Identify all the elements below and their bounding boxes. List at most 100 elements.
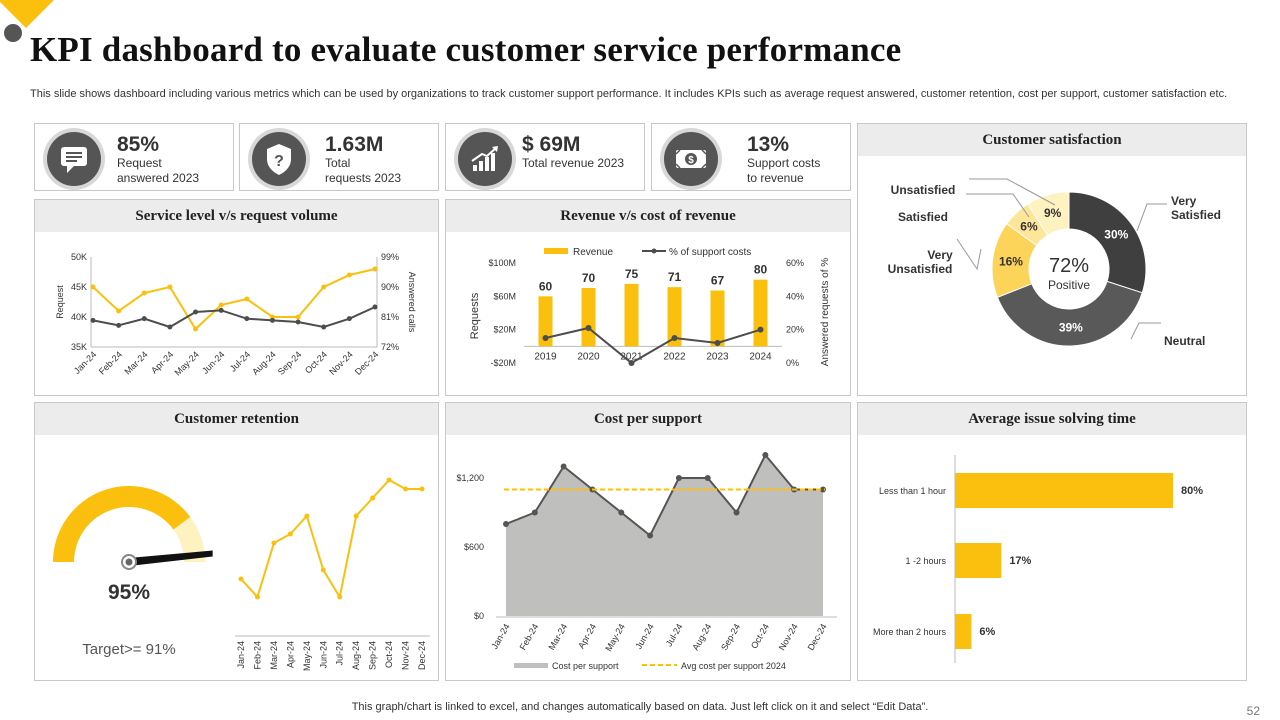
x-tick-label: Feb-24 bbox=[252, 641, 262, 670]
x-tick-label: Nov-24 bbox=[401, 641, 411, 670]
revenue-bar bbox=[753, 279, 768, 347]
revenue-bar bbox=[624, 283, 639, 347]
revenue-chart: Revenue % of support costs -$20M $20M $60M $1… bbox=[469, 247, 831, 368]
cost-point bbox=[560, 463, 567, 470]
data-point bbox=[90, 317, 96, 323]
cost-support-panel: Cost per support $0 $600 $1,200 Jan-24 Feb-2… bbox=[445, 402, 851, 681]
series-line bbox=[92, 268, 376, 331]
gauge-value: 95% bbox=[108, 581, 150, 604]
x-tick-label: Jan-24 bbox=[489, 622, 511, 651]
x-tick-label: Dec-24 bbox=[806, 622, 829, 652]
retention-point bbox=[419, 486, 425, 492]
kpi-label: Request answered 2023 bbox=[117, 156, 200, 185]
panel-title: Customer retention bbox=[35, 403, 438, 435]
series-line bbox=[92, 306, 376, 329]
retention-point bbox=[353, 513, 359, 519]
x-tick-label: 2019 bbox=[534, 351, 557, 362]
kpi-value: 1.63M bbox=[325, 133, 384, 156]
support-cost-point bbox=[671, 335, 678, 341]
callout-label: Very bbox=[1171, 194, 1197, 208]
data-point bbox=[167, 324, 173, 330]
kpi-value: $ 69M bbox=[522, 133, 581, 156]
chat-icon bbox=[47, 132, 101, 186]
data-point bbox=[372, 266, 378, 272]
cost-point bbox=[704, 475, 711, 481]
x-tick-label: Oct-24 bbox=[384, 641, 394, 668]
bar-data-label: 17% bbox=[1009, 555, 1031, 567]
cost-point bbox=[762, 452, 769, 458]
data-point bbox=[116, 308, 122, 314]
retention-point bbox=[254, 594, 260, 600]
revenue-bar bbox=[710, 290, 725, 347]
x-tick-label: Nov-24 bbox=[327, 349, 355, 377]
callout-label: Very bbox=[927, 248, 953, 262]
support-cost-line bbox=[545, 326, 761, 365]
issue-bar bbox=[955, 614, 972, 649]
kpi-card-requests-answered[interactable]: 85% Request answered 2023 bbox=[34, 123, 234, 191]
x-tick-label: Feb-24 bbox=[518, 622, 541, 652]
x-tick-label: 2024 bbox=[749, 351, 772, 362]
slice-label: 6% bbox=[1020, 219, 1038, 233]
kpi-card-total-revenue[interactable]: $ 69M Total revenue 2023 bbox=[445, 123, 645, 191]
service-level-chart: 35K 40K 45K 50K 72% 81% 90% 99% Request Answered … bbox=[55, 252, 417, 378]
y-tick-label: 45K bbox=[71, 282, 87, 292]
growth-chart-icon bbox=[458, 132, 512, 186]
donut-slice bbox=[1068, 191, 1147, 294]
x-tick-label: Jan-24 bbox=[72, 349, 99, 376]
y2-tick-label: 90% bbox=[381, 282, 399, 292]
callout-label: Unsatisfied bbox=[891, 183, 956, 197]
bar-data-label: 6% bbox=[979, 626, 995, 638]
kpi-label: Support costs to revenue bbox=[747, 156, 821, 185]
revenue-bar bbox=[667, 287, 682, 347]
shield-question-icon: ? bbox=[252, 132, 306, 186]
y-axis-label: Request bbox=[55, 285, 65, 319]
data-point bbox=[346, 316, 352, 322]
gauge-remaining bbox=[173, 517, 205, 562]
satisfaction-panel: Customer satisfaction 30% 39% 16% 6% 9% 72% Po… bbox=[857, 123, 1247, 396]
x-tick-label: Sep-24 bbox=[276, 349, 304, 377]
retention-line bbox=[240, 478, 422, 600]
gauge-pivot-center bbox=[125, 558, 133, 566]
y2-axis-label: Answered requests of % bbox=[820, 258, 831, 366]
support-cost-point bbox=[585, 325, 592, 331]
legend-swatch-revenue bbox=[544, 248, 568, 254]
satisfaction-chart: 30%39%16%6%9%72%PositiveVerySatisfiedNeu… bbox=[888, 178, 1221, 348]
callout-line bbox=[956, 238, 982, 271]
slice-label: 9% bbox=[1044, 206, 1062, 220]
legend-label-avg: Avg cost per support 2024 bbox=[681, 661, 786, 671]
y-tick-label: $600 bbox=[464, 542, 484, 552]
y-tick-label: $0 bbox=[474, 611, 484, 621]
category-label: Less than 1 hour bbox=[879, 486, 946, 496]
x-tick-label: Apr-24 bbox=[576, 622, 598, 650]
callout-line bbox=[1130, 322, 1161, 340]
kpi-card-total-requests[interactable]: ? 1.63M Total requests 2023 bbox=[239, 123, 439, 191]
retention-point bbox=[271, 540, 277, 546]
category-label: More than 2 hours bbox=[873, 627, 947, 637]
page-title: KPI dashboard to evaluate customer servi… bbox=[30, 30, 902, 69]
money-icon: $ bbox=[664, 132, 718, 186]
data-point bbox=[244, 296, 250, 302]
retention-chart: 95% Target>= 91% Jan-24 Feb-24 Mar-24 Apr-24 M… bbox=[53, 477, 430, 671]
kpi-label: Total requests 2023 bbox=[325, 156, 402, 185]
retention-panel: Customer retention 95% Target>= 91% Jan-24… bbox=[34, 402, 439, 681]
x-tick-label: Jan-24 bbox=[236, 641, 246, 669]
kpi-card-support-costs[interactable]: $ 13% Support costs to revenue bbox=[651, 123, 851, 191]
y-tick-label: $20M bbox=[493, 325, 516, 335]
page-subtitle: This slide shows dashboard including var… bbox=[30, 88, 1228, 100]
x-tick-label: Sep-24 bbox=[368, 641, 378, 670]
gauge-fill bbox=[53, 486, 191, 562]
page-number: 52 bbox=[1246, 704, 1260, 718]
data-point bbox=[321, 324, 327, 330]
kpi-value: 85% bbox=[117, 133, 160, 156]
legend-label-cost: Cost per support bbox=[552, 661, 619, 671]
revenue-bar bbox=[581, 288, 596, 347]
data-point bbox=[218, 302, 224, 308]
x-tick-label: Apr-24 bbox=[149, 349, 175, 375]
y2-tick-label: 72% bbox=[381, 342, 399, 352]
y2-tick-label: 40% bbox=[786, 291, 804, 301]
slice-label: 16% bbox=[999, 255, 1023, 269]
x-tick-label: Aug-24 bbox=[351, 641, 361, 670]
bar-data-label: 60 bbox=[539, 279, 553, 293]
slice-label: 39% bbox=[1059, 320, 1083, 334]
bar-data-label: 80 bbox=[754, 263, 768, 277]
